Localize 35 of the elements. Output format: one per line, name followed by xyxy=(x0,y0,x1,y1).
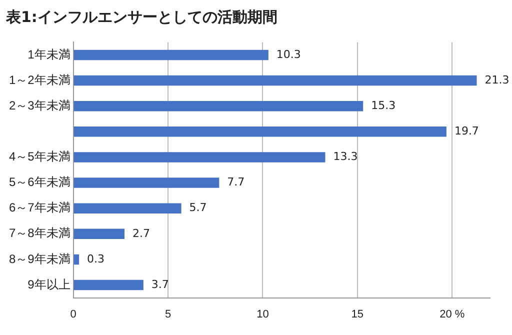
y-tick-label: 6～7年未満 xyxy=(8,200,70,215)
y-tick-label: 8～9年未満 xyxy=(8,252,70,266)
bar xyxy=(74,254,80,265)
y-tick-label: 5～6年未満 xyxy=(8,175,70,190)
bar xyxy=(74,50,268,60)
bar xyxy=(74,280,144,290)
bar xyxy=(74,228,124,240)
bar xyxy=(74,203,182,214)
data-label: 3.7 xyxy=(151,278,169,291)
data-label: 21.3 xyxy=(484,73,510,86)
data-label: 5.7 xyxy=(189,201,207,214)
data-label: 13.3 xyxy=(333,150,358,164)
y-tick-label: 4～5年未満 xyxy=(8,150,70,164)
y-tick-label: 2～3年未満 xyxy=(8,98,70,112)
data-label: 2.7 xyxy=(132,226,150,240)
bar xyxy=(74,75,477,86)
y-tick-label: 9年以上 xyxy=(28,277,70,292)
data-label: 19.7 xyxy=(454,124,479,138)
x-tick-label: 0 xyxy=(70,308,76,320)
y-tick-label: 1～2年未満 xyxy=(8,72,70,87)
data-label: 15.3 xyxy=(371,98,396,112)
bar xyxy=(74,126,446,137)
x-tick-label: 5 xyxy=(164,308,172,320)
data-label: 0.3 xyxy=(87,252,105,266)
y-tick-label: 7～8年未満 xyxy=(8,226,70,240)
chart-title: 表1:インフルエンサーとしての活動期間 xyxy=(5,7,278,28)
x-tick-label: 15 xyxy=(351,308,364,320)
x-tick-label: 10 xyxy=(256,308,269,320)
bar xyxy=(74,100,364,112)
data-label: 7.7 xyxy=(227,176,245,189)
y-tick-label: 1年未満 xyxy=(28,47,70,62)
data-label: 10.3 xyxy=(276,48,301,61)
bar xyxy=(74,152,326,162)
x-tick-label: 20 % xyxy=(440,308,465,320)
bar xyxy=(74,178,220,188)
